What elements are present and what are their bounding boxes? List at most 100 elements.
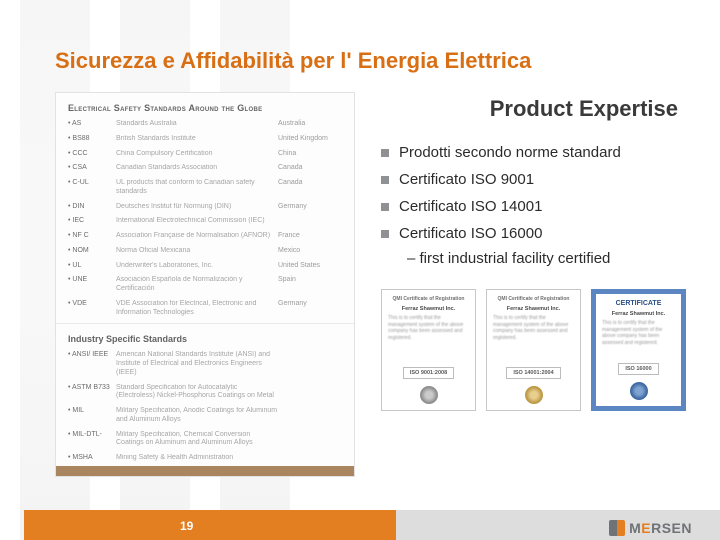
standards-panel: Electrical Safety Standards Around the G… bbox=[55, 92, 355, 477]
standards-row: • ASStandards AustraliaAustralia bbox=[68, 120, 342, 129]
std-desc: Military Specification, Chemical Convers… bbox=[116, 431, 278, 449]
standards-row: • NOMNorma Oficial MexicanaMexico bbox=[68, 247, 342, 256]
bullet-item: Certificato ISO 14001 bbox=[381, 198, 690, 215]
standards-row: • BS88British Standards InstituteUnited … bbox=[68, 135, 342, 144]
right-panel: Product Expertise Prodotti secondo norme… bbox=[373, 92, 690, 477]
cert-seal-icon bbox=[525, 386, 543, 404]
std-desc: Underwriter's Laboratories, Inc. bbox=[116, 262, 278, 271]
standards-row: • DINDeutsches Institut für Normung (DIN… bbox=[68, 203, 342, 212]
std-country bbox=[278, 407, 342, 425]
bullet-item: Certificato ISO 9001 bbox=[381, 171, 690, 188]
slide-title: Sicurezza e Affidabilità per l' Energia … bbox=[55, 48, 690, 74]
std-desc: UL products that conform to Canadian saf… bbox=[116, 179, 278, 197]
bullet-sub-note: – first industrial facility certified bbox=[373, 250, 690, 267]
std-abbr: • BS88 bbox=[68, 135, 116, 144]
std-country bbox=[278, 431, 342, 449]
std-abbr: • MIL-DTL- bbox=[68, 431, 116, 449]
std-country: China bbox=[278, 150, 342, 159]
standards-row: • CSACanadian Standards AssociationCanad… bbox=[68, 164, 342, 173]
std-country: Germany bbox=[278, 203, 342, 212]
std-country bbox=[278, 351, 342, 377]
std-country: Germany bbox=[278, 300, 342, 318]
standards-row: • UNEAsociación Española de Normalizació… bbox=[68, 276, 342, 294]
bullet-list: Prodotti secondo norme standard Certifica… bbox=[373, 144, 690, 242]
std-country: France bbox=[278, 232, 342, 241]
std-abbr: • DIN bbox=[68, 203, 116, 212]
standards-row: • ANSI/ IEEEAmerican National Standards … bbox=[68, 351, 342, 377]
standards-row: • ASTM B733Standard Specification for Au… bbox=[68, 384, 342, 402]
standards-row: • MILMilitary Specification, Anodic Coat… bbox=[68, 407, 342, 425]
std-desc: Norma Oficial Mexicana bbox=[116, 247, 278, 256]
content-area: Sicurezza e Affidabilità per l' Energia … bbox=[0, 0, 720, 540]
cert-header: QMI Certificate of Registration bbox=[493, 296, 574, 302]
std-country bbox=[278, 454, 342, 463]
std-abbr: • ASTM B733 bbox=[68, 384, 116, 402]
cert-header: QMI Certificate of Registration bbox=[388, 296, 469, 302]
cert-body: This is to certify that the management s… bbox=[602, 320, 675, 359]
certificate-row: QMI Certificate of Registration Ferraz Sh… bbox=[373, 289, 690, 411]
cert-number: ISO 9001:2008 bbox=[403, 367, 454, 379]
std-desc: British Standards Institute bbox=[116, 135, 278, 144]
standards-panel-title: Electrical Safety Standards Around the G… bbox=[68, 103, 342, 113]
page-number: 19 bbox=[180, 519, 193, 533]
std-abbr: • CSA bbox=[68, 164, 116, 173]
std-desc: Deutsches Institut für Normung (DIN) bbox=[116, 203, 278, 212]
std-desc: Standard Specification for Autocatalytic… bbox=[116, 384, 278, 402]
std-abbr: • NF C bbox=[68, 232, 116, 241]
cert-seal-icon bbox=[420, 386, 438, 404]
std-abbr: • UNE bbox=[68, 276, 116, 294]
std-country: Canada bbox=[278, 164, 342, 173]
slide: Sicurezza e Affidabilità per l' Energia … bbox=[0, 0, 720, 540]
std-desc: Canadian Standards Association bbox=[116, 164, 278, 173]
std-abbr: • MIL bbox=[68, 407, 116, 425]
bullet-item: Certificato ISO 16000 bbox=[381, 225, 690, 242]
footer-orange bbox=[0, 510, 396, 540]
bullet-item: Prodotti secondo norme standard bbox=[381, 144, 690, 161]
std-abbr: • ANSI/ IEEE bbox=[68, 351, 116, 377]
logo-text-m: M bbox=[629, 520, 641, 536]
standards-row: • VDEVDE Association for Electrical, Ele… bbox=[68, 300, 342, 318]
logo-text-rest: RSEN bbox=[651, 520, 692, 536]
cert-number: ISO 16000 bbox=[618, 363, 658, 375]
mersen-logo: MERSEN bbox=[609, 520, 692, 536]
std-desc: Association Française de Normalisation (… bbox=[116, 232, 278, 241]
std-desc: Mining Safety & Health Administration bbox=[116, 454, 278, 463]
std-country: United States bbox=[278, 262, 342, 271]
std-abbr: • CCC bbox=[68, 150, 116, 159]
logo-text-e: E bbox=[641, 520, 651, 536]
std-country bbox=[278, 384, 342, 402]
slide-subtitle: Product Expertise bbox=[373, 96, 690, 122]
certificate-thumbnail: QMI Certificate of Registration Ferraz Sh… bbox=[381, 289, 476, 411]
panel-bottom-band bbox=[56, 466, 354, 476]
std-abbr: • AS bbox=[68, 120, 116, 129]
std-country: Mexico bbox=[278, 247, 342, 256]
cert-company: Ferraz Shawmut Inc. bbox=[388, 306, 469, 312]
cert-seal-icon bbox=[630, 382, 648, 400]
std-desc: Standards Australia bbox=[116, 120, 278, 129]
std-abbr: • IEC bbox=[68, 217, 116, 226]
std-abbr: • C-UL bbox=[68, 179, 116, 197]
standards-row: • MSHAMining Safety & Health Administrat… bbox=[68, 454, 342, 463]
cert-body: This is to certify that the management s… bbox=[493, 315, 574, 363]
std-desc: China Compulsory Certification bbox=[116, 150, 278, 159]
standards-panel-section2-title: Industry Specific Standards bbox=[68, 334, 342, 344]
std-abbr: • NOM bbox=[68, 247, 116, 256]
std-abbr: • VDE bbox=[68, 300, 116, 318]
standards-row: • CCCChina Compulsory CertificationChina bbox=[68, 150, 342, 159]
std-desc: Military Specification, Anodic Coatings … bbox=[116, 407, 278, 425]
panel-separator bbox=[56, 323, 354, 324]
std-desc: VDE Association for Electrical, Electron… bbox=[116, 300, 278, 318]
cert-company: Ferraz Shawmut Inc. bbox=[602, 311, 675, 317]
standards-row: • IECInternational Electrotechnical Comm… bbox=[68, 217, 342, 226]
std-abbr: • MSHA bbox=[68, 454, 116, 463]
std-desc: American National Standards Institute (A… bbox=[116, 351, 278, 377]
cert-company: Ferraz Shawmut Inc. bbox=[493, 306, 574, 312]
std-country: United Kingdom bbox=[278, 135, 342, 144]
cert-body: This is to certify that the management s… bbox=[388, 315, 469, 363]
std-country: Australia bbox=[278, 120, 342, 129]
certificate-thumbnail: QMI Certificate of Registration Ferraz Sh… bbox=[486, 289, 581, 411]
std-country: Canada bbox=[278, 179, 342, 197]
main-columns: Electrical Safety Standards Around the G… bbox=[55, 92, 690, 477]
std-desc: Asociación Española de Normalización y C… bbox=[116, 276, 278, 294]
std-desc: International Electrotechnical Commissio… bbox=[116, 217, 278, 226]
